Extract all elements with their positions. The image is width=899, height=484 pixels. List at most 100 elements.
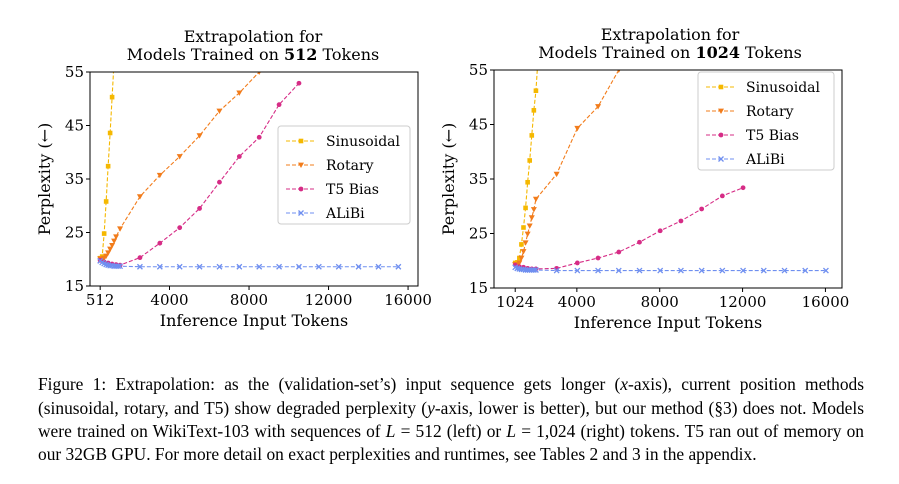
data-point — [256, 134, 262, 140]
data-point — [117, 263, 124, 270]
legend-marker-alibi — [718, 156, 724, 162]
legend-box — [277, 125, 411, 225]
data-point — [335, 263, 342, 270]
legend-marker-alibi — [298, 210, 304, 216]
data-point — [196, 263, 203, 270]
caption-x-var: x — [620, 374, 629, 395]
series-line-alibi — [514, 266, 826, 272]
y-axis-label: Perplexity (←) — [35, 123, 54, 236]
x-tick-label: 8000 — [230, 291, 268, 309]
data-point — [156, 263, 163, 270]
y-tick-label: 45 — [469, 116, 488, 134]
data-point — [107, 246, 114, 253]
legend: Sinusoidal Rotary T5 Bias ALiBi — [697, 71, 835, 171]
data-point — [527, 158, 533, 163]
data-point — [115, 263, 122, 270]
caption-L-var-2: L — [506, 420, 517, 441]
data-point — [518, 255, 525, 262]
series-line-rotary — [515, 70, 620, 266]
data-point — [136, 263, 143, 270]
chart-title-suffix: Tokens — [740, 43, 802, 62]
data-point — [105, 250, 112, 256]
caption-mid2: -axis, lower is better), but our method … — [38, 397, 864, 441]
data-point — [117, 226, 124, 232]
legend-label-t5-bias: T5 Bias — [746, 128, 799, 144]
data-point — [196, 133, 203, 139]
data-point — [355, 263, 362, 270]
data-point — [522, 240, 529, 246]
data-point — [296, 263, 302, 270]
data-point — [574, 267, 581, 274]
data-point — [236, 90, 243, 96]
legend-marker-sinusoidal — [298, 138, 304, 144]
data-point — [109, 94, 115, 100]
data-point — [616, 249, 622, 255]
data-point — [113, 234, 120, 240]
y-tick-label: 15 — [65, 277, 84, 295]
data-point — [516, 260, 523, 266]
data-point — [530, 207, 537, 213]
caption-prefix: Figure 1: Extrapolation: as the (validat… — [38, 374, 621, 395]
data-point — [217, 179, 222, 185]
y-tick-label: 55 — [469, 61, 488, 79]
data-point — [136, 194, 143, 200]
data-point — [375, 263, 382, 270]
data-point — [802, 267, 809, 274]
legend-marker-rotary — [718, 108, 724, 114]
data-point — [176, 263, 183, 270]
data-point — [699, 206, 705, 212]
data-point — [740, 267, 747, 274]
data-point — [103, 199, 109, 204]
data-point — [109, 242, 116, 249]
legend-label-t5-bias: T5 Bias — [326, 182, 379, 198]
figure: Extrapolation for Models Trained on 512 T… — [35, 25, 849, 332]
data-point — [296, 80, 302, 86]
data-point — [257, 72, 261, 75]
legend-marker-sinusoidal — [718, 84, 724, 90]
data-point — [521, 225, 526, 230]
y-tick-label: 55 — [65, 63, 84, 81]
series-line-t5-bias — [515, 187, 744, 270]
legend-label-rotary: Rotary — [326, 158, 374, 174]
data-point — [276, 102, 282, 108]
y-tick-label: 35 — [469, 170, 488, 188]
data-point — [256, 263, 263, 270]
data-point — [657, 228, 663, 234]
data-point — [636, 267, 643, 274]
caption-mid1: -axis), current position methods (sinuso… — [38, 374, 864, 418]
data-point — [760, 267, 767, 274]
data-point — [156, 172, 163, 179]
caption-y-var: y — [427, 397, 435, 418]
legend: Sinusoidal Rotary T5 Bias ALiBi — [277, 125, 411, 225]
data-point — [595, 255, 601, 261]
x-tick-label: 512 — [86, 291, 115, 309]
data-point — [781, 267, 788, 274]
legend-marker-t5-bias — [298, 186, 304, 192]
chart-title-line2: Models Trained on 1024 Tokens — [538, 43, 802, 62]
data-point — [523, 205, 528, 211]
caption-L-var-1: L — [385, 420, 396, 441]
x-tick-label: 4000 — [150, 291, 188, 309]
chart-title-bold: 512 — [284, 45, 317, 64]
legend-label-sinusoidal: Sinusoidal — [326, 134, 401, 150]
data-point — [395, 263, 402, 270]
x-axis-label: Inference Input Tokens — [160, 311, 348, 330]
data-point — [698, 267, 705, 274]
series-group — [97, 72, 402, 270]
chart-title-line2: Models Trained on 512 Tokens — [127, 45, 379, 64]
caption-eq1: = 512 (left) or — [395, 420, 507, 441]
data-point — [137, 255, 143, 261]
data-point — [574, 260, 580, 266]
data-point — [157, 240, 163, 246]
legend-label-sinusoidal: Sinusoidal — [746, 80, 821, 96]
data-point — [519, 242, 524, 247]
x-tick-label: 12000 — [305, 291, 353, 309]
data-point — [525, 179, 530, 185]
y-axis-label: Perplexity (←) — [439, 123, 458, 236]
data-point — [236, 263, 243, 270]
data-point — [657, 267, 664, 274]
x-tick-label: 16000 — [384, 291, 432, 309]
data-point — [719, 267, 726, 274]
legend-label-alibi: ALiBi — [745, 152, 785, 168]
